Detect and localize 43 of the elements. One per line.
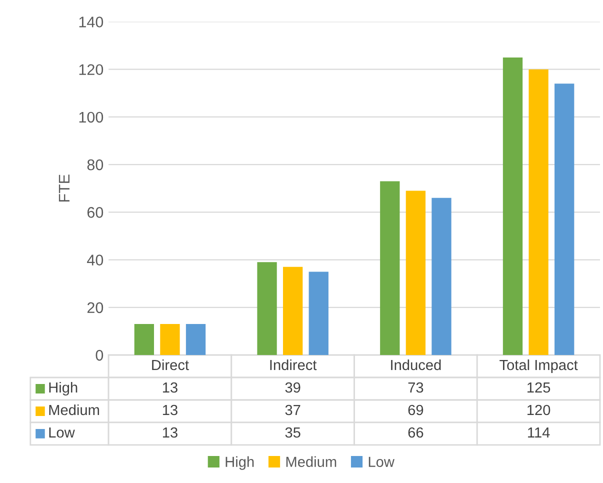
bar: [283, 266, 303, 356]
text: Medium: [286, 456, 336, 467]
y-tick-label: 140: [79, 16, 104, 28]
data-label: 39: [285, 382, 300, 393]
data-label: 125: [528, 382, 550, 393]
bar: [308, 272, 328, 356]
bar: [160, 324, 180, 356]
bar: [528, 69, 548, 356]
x-tick-label: Total Impact: [500, 359, 578, 374]
bar: [380, 181, 400, 356]
bar: [554, 84, 574, 356]
y-tick-label: 20: [87, 302, 104, 314]
legend-label: Low: [368, 456, 394, 467]
y-tick-label: 0: [96, 350, 104, 361]
data-label: 35: [285, 427, 300, 438]
data-label: 13: [162, 382, 178, 393]
bar: [134, 324, 154, 356]
text: Low: [49, 427, 75, 438]
x-tick-label: Indirect: [270, 359, 317, 370]
x-tick-label: Induced: [391, 359, 441, 370]
data-label: 13: [162, 404, 178, 416]
bar: [406, 190, 426, 356]
legend-label: High: [49, 382, 78, 396]
y-tick-label: 100: [79, 112, 104, 123]
bar: [186, 324, 206, 356]
bar: [432, 198, 452, 356]
data-label: 66: [408, 427, 424, 438]
y-tick-label: 60: [87, 207, 104, 218]
data-label: 114: [528, 427, 550, 438]
y-tick-label: 40: [87, 254, 104, 266]
x-tick-label: Direct: [152, 359, 189, 370]
data-label: 120: [528, 404, 550, 416]
data-label: 73: [408, 382, 424, 393]
y-tick-label: 80: [87, 159, 104, 170]
bar: [502, 57, 523, 356]
data-label: 69: [408, 404, 424, 416]
y-axis-title: FTE: [58, 174, 70, 202]
legend-label: Medium: [49, 404, 99, 416]
data-label: 37: [285, 404, 300, 416]
text: High: [226, 456, 254, 470]
data-label: 13: [162, 427, 178, 438]
bar: [257, 262, 277, 356]
y-tick-label: 120: [79, 64, 104, 76]
